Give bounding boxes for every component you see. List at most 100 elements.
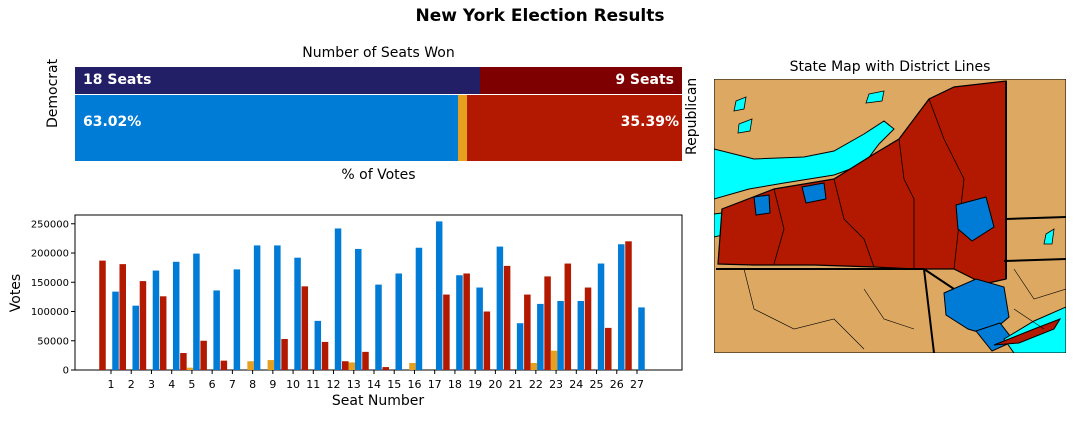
x-tick-label: 19 <box>468 378 482 391</box>
x-tick-label: 9 <box>269 378 276 391</box>
y-tick-label: 100000 <box>31 307 69 318</box>
x-tick-label: 5 <box>188 378 195 391</box>
republican-votes-bar: 35.39% <box>467 95 682 161</box>
bar-seat-2-series-0 <box>119 264 126 370</box>
x-tick-label: 24 <box>569 378 583 391</box>
x-axis: 1 2 3 4 5 6 7 8 9 10 11 12 13 14 15 16 17 18 19 20 21 22 23 24 2… <box>108 370 645 391</box>
y-tick-label: 150000 <box>31 278 69 289</box>
bar-seat-23-series-0 <box>544 276 551 370</box>
x-tick-label: 16 <box>407 378 421 391</box>
votes-axis-label: % of Votes <box>75 167 682 183</box>
y-axis-label: Votes <box>8 274 24 312</box>
bar-seat-25-series-2 <box>598 264 605 370</box>
bar-seat-6-series-2 <box>213 290 220 370</box>
bar-seat-14-series-2 <box>375 285 382 370</box>
democrat-axis-label: Democrat <box>45 59 61 128</box>
x-tick-label: 27 <box>630 378 644 391</box>
x-tick-label: 10 <box>286 378 300 391</box>
bar-seat-21-series-0 <box>504 266 511 370</box>
y-axis: 0 50000 100000 150000 200000 250000 <box>31 219 75 376</box>
x-tick-label: 20 <box>488 378 502 391</box>
bar-seat-1-series-0 <box>99 261 106 370</box>
bar-seat-17-series-2 <box>436 221 443 370</box>
bar-seat-26-series-0 <box>605 328 612 370</box>
republican-seats-label: 9 Seats <box>615 72 674 88</box>
y-tick-label: 250000 <box>31 219 69 230</box>
bar-seat-12-series-2 <box>335 228 342 370</box>
x-tick-label: 15 <box>387 378 401 391</box>
bar-seat-10-series-0 <box>281 339 288 370</box>
x-tick-label: 7 <box>229 378 236 391</box>
x-tick-label: 1 <box>108 378 115 391</box>
bar-seat-24-series-0 <box>565 264 572 370</box>
bar-seat-13-series-0 <box>342 361 349 370</box>
bar-seat-16-series-2 <box>416 248 423 370</box>
bar-seat-19-series-2 <box>476 288 483 370</box>
bar-seat-12-series-0 <box>322 342 329 370</box>
bar-seat-5-series-2 <box>193 254 200 370</box>
x-tick-label: 8 <box>249 378 256 391</box>
bar-seat-9-series-1 <box>268 360 275 370</box>
bar-seat-5-series-1 <box>187 368 194 370</box>
bar-seat-11-series-0 <box>302 286 309 370</box>
bar-seat-20-series-2 <box>497 247 504 370</box>
bar-seat-8-series-2 <box>254 245 261 370</box>
bar-seat-19-series-0 <box>463 273 470 370</box>
bar-seat-22-series-2 <box>537 304 544 370</box>
x-tick-label: 17 <box>428 378 442 391</box>
map-title: State Map with District Lines <box>714 59 1066 75</box>
bar-seat-10-series-2 <box>294 258 301 370</box>
x-tick-label: 3 <box>148 378 155 391</box>
democrat-seats-label: 18 Seats <box>83 72 151 88</box>
bar-seat-27-series-2 <box>638 307 645 370</box>
x-tick-label: 14 <box>367 378 381 391</box>
democrat-seats-bar: 18 Seats <box>75 67 480 94</box>
democrat-votes-bar: 63.02% <box>75 95 458 161</box>
bar-seat-6-series-0 <box>200 341 207 370</box>
bar-seat-21-series-2 <box>517 323 524 370</box>
bar-seat-27-series-0 <box>625 241 632 370</box>
republican-pct-label: 35.39% <box>621 114 679 130</box>
bar-seat-14-series-0 <box>362 352 369 370</box>
bar-seat-15-series-0 <box>382 367 389 370</box>
x-tick-label: 26 <box>610 378 624 391</box>
y-tick-label: 50000 <box>37 336 69 347</box>
bar-seat-22-series-1 <box>531 363 538 370</box>
x-axis-label: Seat Number <box>332 393 425 409</box>
bar-seat-5-series-0 <box>180 353 187 370</box>
bar-seat-25-series-0 <box>585 288 592 370</box>
x-tick-label: 2 <box>128 378 135 391</box>
bar-seat-7-series-2 <box>234 269 241 370</box>
democrat-pct-label: 63.02% <box>83 114 141 130</box>
bar-seat-20-series-0 <box>484 312 491 370</box>
bar-seat-4-series-0 <box>160 296 167 370</box>
bar-seat-11-series-2 <box>315 321 322 370</box>
x-tick-label: 6 <box>209 378 216 391</box>
bar-seat-18-series-2 <box>456 275 463 370</box>
bar-seat-22-series-0 <box>524 295 531 370</box>
bar-seat-18-series-0 <box>443 295 450 370</box>
main-title: New York Election Results <box>0 6 1080 26</box>
bar-seat-4-series-2 <box>173 262 180 370</box>
bar-seat-23-series-2 <box>557 301 564 370</box>
bar-seat-26-series-2 <box>618 244 625 370</box>
x-tick-label: 22 <box>529 378 543 391</box>
x-tick-label: 18 <box>448 378 462 391</box>
votes-bar-chart: 050000100000150000200000250000 123456789… <box>0 205 1080 432</box>
bar-seat-3-series-0 <box>140 281 147 370</box>
y-tick-label: 200000 <box>31 249 69 260</box>
bar-seat-7-series-0 <box>221 361 228 370</box>
bar-seat-3-series-2 <box>153 271 160 370</box>
bar-seat-13-series-1 <box>349 362 356 370</box>
democrat-district-buffalo <box>802 183 826 203</box>
bar-seat-2-series-2 <box>132 306 139 370</box>
x-tick-label: 12 <box>327 378 341 391</box>
bars-group <box>99 221 645 370</box>
bar-seat-1-series-2 <box>112 292 119 370</box>
bar-seat-23-series-1 <box>551 351 558 370</box>
bar-seat-24-series-2 <box>578 301 585 370</box>
bar-seat-15-series-2 <box>395 273 402 370</box>
x-tick-label: 21 <box>509 378 523 391</box>
x-tick-label: 4 <box>168 378 175 391</box>
bar-seat-13-series-2 <box>355 249 362 370</box>
